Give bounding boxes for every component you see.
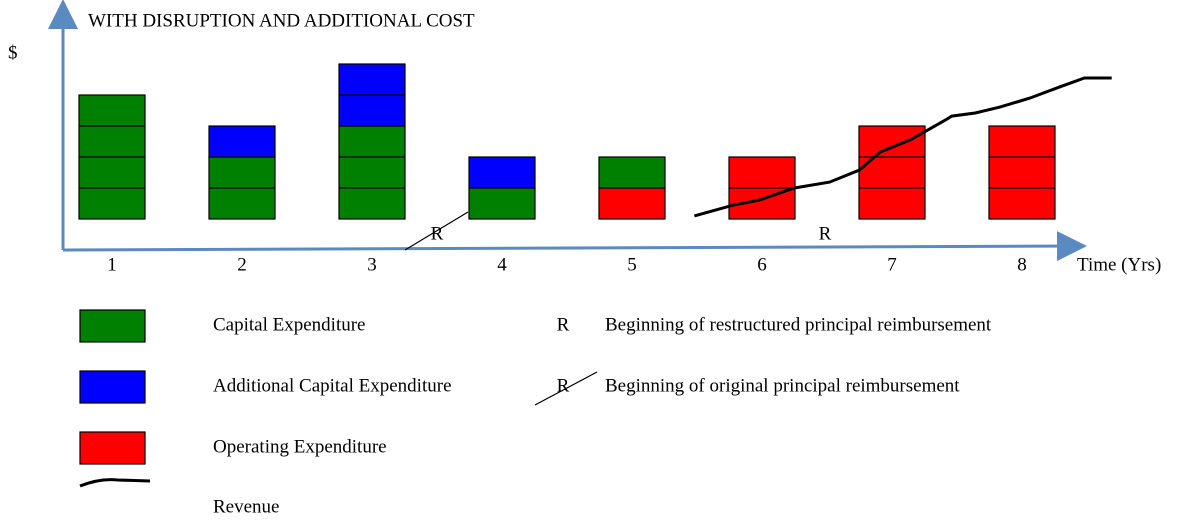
revenue-line	[693, 76, 1112, 218]
bar-segment	[598, 187, 666, 220]
x-tick-label: 2	[237, 254, 247, 275]
strike-line	[534, 371, 598, 406]
x-tick-label: 3	[367, 254, 377, 275]
legend-label: Capital Expenditure	[213, 314, 365, 335]
bar-segment	[858, 125, 926, 220]
bar-segment	[468, 187, 536, 220]
bar-segment	[598, 156, 666, 189]
x-tick-label: 8	[1017, 254, 1027, 275]
bar-segment	[468, 156, 536, 189]
bar-segment	[988, 125, 1056, 220]
chart-title: WITH DISRUPTION AND ADDITIONAL COST	[88, 10, 475, 31]
legend-line	[79, 478, 151, 488]
bar-segment	[338, 125, 406, 220]
x-tick-label: 7	[887, 254, 897, 275]
x-tick-label: 6	[757, 254, 767, 275]
legend-label: Revenue	[213, 496, 279, 517]
legend-swatch	[79, 431, 146, 465]
marker-legend-text: Beginning of original principal reimburs…	[605, 375, 960, 396]
legend-label: Additional Capital Expenditure	[213, 375, 452, 396]
y-axis-label: $	[8, 42, 18, 63]
x-tick-label: 1	[107, 254, 117, 275]
x-tick-label: 5	[627, 254, 637, 275]
legend-swatch	[79, 370, 146, 404]
marker-legend-symbol: R	[557, 314, 570, 335]
x-axis	[62, 231, 1087, 262]
annotation: R	[819, 223, 832, 244]
legend-label: Operating Expenditure	[213, 436, 387, 457]
legend-swatch	[79, 309, 146, 343]
strike-line	[404, 211, 469, 251]
bar-segment	[208, 125, 276, 158]
x-tick-label: 4	[497, 254, 507, 275]
x-axis-label: Time (Yrs)	[1077, 254, 1161, 275]
marker-legend-text: Beginning of restructured principal reim…	[605, 314, 992, 335]
marker-legend-symbol: R	[557, 375, 570, 396]
